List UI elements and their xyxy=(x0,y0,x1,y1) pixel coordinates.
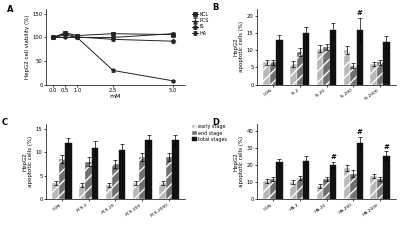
Bar xyxy=(330,165,336,199)
Bar xyxy=(139,157,146,199)
Bar xyxy=(350,66,356,85)
Bar xyxy=(86,161,92,199)
Bar xyxy=(79,185,86,199)
Bar xyxy=(119,150,125,199)
Bar xyxy=(296,52,303,85)
Bar xyxy=(296,178,303,199)
Bar xyxy=(166,157,172,199)
Bar xyxy=(323,47,330,85)
Bar xyxy=(356,30,363,85)
Bar xyxy=(264,181,270,199)
Bar xyxy=(264,62,270,85)
Bar xyxy=(65,143,72,199)
Text: #: # xyxy=(357,129,363,135)
Text: #: # xyxy=(357,10,363,16)
Bar xyxy=(317,186,323,199)
Bar xyxy=(323,179,330,199)
Bar xyxy=(350,174,356,199)
Bar xyxy=(290,64,296,85)
Bar xyxy=(383,155,390,199)
Text: D: D xyxy=(213,118,220,127)
Bar xyxy=(146,140,152,199)
Text: B: B xyxy=(213,3,219,12)
Text: A: A xyxy=(7,5,14,14)
Bar xyxy=(106,185,112,199)
Text: #: # xyxy=(384,144,390,150)
Bar xyxy=(344,168,350,199)
Text: C: C xyxy=(2,118,8,127)
Bar xyxy=(276,162,283,199)
Bar xyxy=(132,183,139,199)
Bar xyxy=(370,176,377,199)
Bar xyxy=(52,183,59,199)
X-axis label: mM: mM xyxy=(110,94,121,99)
Bar xyxy=(377,179,383,199)
Bar xyxy=(172,140,178,199)
Bar xyxy=(370,64,377,85)
Bar xyxy=(317,49,323,85)
Bar xyxy=(270,179,276,199)
Bar xyxy=(159,183,166,199)
Bar xyxy=(112,164,119,199)
Bar xyxy=(303,161,310,199)
Legend: early stage, end stage, total stages: early stage, end stage, total stages xyxy=(190,123,229,144)
Y-axis label: HepG2 cell viability (%): HepG2 cell viability (%) xyxy=(25,15,30,79)
Bar xyxy=(383,42,390,85)
Y-axis label: HepG2
apoptotic cells (%): HepG2 apoptotic cells (%) xyxy=(233,136,244,187)
Bar xyxy=(276,40,283,85)
Y-axis label: HepG2
apoptotic cells (%): HepG2 apoptotic cells (%) xyxy=(22,136,33,187)
Bar xyxy=(59,159,65,199)
Legend: KCL, PCS, IS, HA: KCL, PCS, IS, HA xyxy=(190,10,211,38)
Bar xyxy=(303,33,310,85)
Bar xyxy=(330,30,336,85)
Text: #: # xyxy=(330,154,336,160)
Bar xyxy=(377,62,383,85)
Bar xyxy=(356,143,363,199)
Y-axis label: HepG2
apoptotic cells (%): HepG2 apoptotic cells (%) xyxy=(233,21,244,72)
Bar xyxy=(290,182,296,199)
Bar xyxy=(92,148,98,199)
Bar xyxy=(344,50,350,85)
Bar xyxy=(270,62,276,85)
